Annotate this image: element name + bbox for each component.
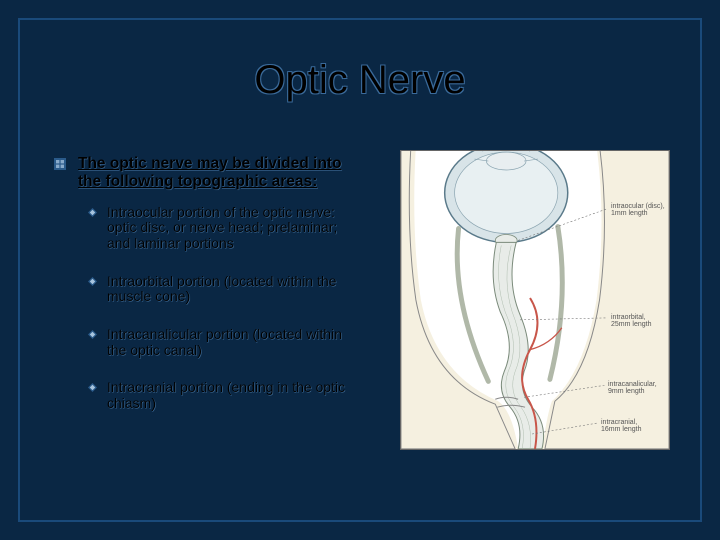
diagram-label: intracranial, 16mm length <box>601 419 641 434</box>
anatomy-illustration <box>401 151 669 449</box>
label-text: intraorbital, <box>611 314 646 321</box>
content-area: The optic nerve may be divided into the … <box>54 155 354 434</box>
square-bullet-icon <box>54 158 66 170</box>
label-text: intracanalicular, <box>608 381 657 388</box>
slide-title: Optic Nerve <box>0 58 720 103</box>
list-item: Intracranial portion (ending in the opti… <box>88 380 354 411</box>
diamond-bullet-icon <box>88 208 97 217</box>
diamond-bullet-icon <box>88 277 97 286</box>
diagram-label: intraorbital, 25mm length <box>611 314 651 329</box>
sub-bullet-text: Intraorbital portion (located within the… <box>107 274 354 305</box>
label-subtext: 16mm length <box>601 426 641 433</box>
main-bullet-text: The optic nerve may be divided into the … <box>78 155 354 191</box>
label-subtext: 1mm length <box>611 210 648 217</box>
list-item: Intracanalicular portion (located within… <box>88 327 354 358</box>
main-bullet: The optic nerve may be divided into the … <box>54 155 354 191</box>
diagram-label: intraocular (disc), 1mm length <box>611 203 665 218</box>
label-text: intracranial, <box>601 419 637 426</box>
list-item: Intraocular portion of the optic nerve: … <box>88 205 354 252</box>
diamond-bullet-icon <box>88 330 97 339</box>
diamond-bullet-icon <box>88 383 97 392</box>
sub-bullet-text: Intraocular portion of the optic nerve: … <box>107 205 354 252</box>
diagram-label: intracanalicular, 9mm length <box>608 381 657 396</box>
sub-bullet-list: Intraocular portion of the optic nerve: … <box>88 205 354 412</box>
sub-bullet-text: Intracranial portion (ending in the opti… <box>107 380 354 411</box>
label-subtext: 9mm length <box>608 388 645 395</box>
label-subtext: 25mm length <box>611 321 651 328</box>
list-item: Intraorbital portion (located within the… <box>88 274 354 305</box>
sub-bullet-text: Intracanalicular portion (located within… <box>107 327 354 358</box>
label-text: intraocular (disc), <box>611 203 665 210</box>
optic-nerve-diagram: intraocular (disc), 1mm length intraorbi… <box>400 150 670 450</box>
